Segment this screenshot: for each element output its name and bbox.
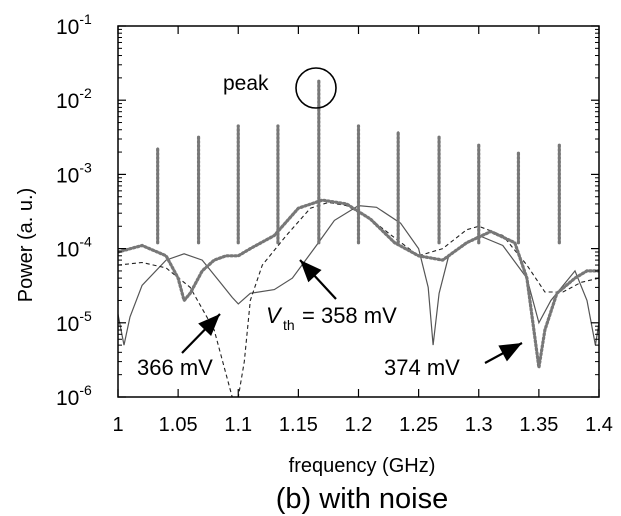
peak-circle — [295, 67, 337, 109]
y-tick-base: 10 — [56, 164, 79, 187]
y-tick-exponent: -5 — [79, 308, 92, 324]
arrow-366mv-head — [198, 314, 220, 337]
x-tick-label-6: 1.25 — [399, 414, 438, 436]
x-tick-label-9: 1.4 — [585, 414, 613, 436]
y-tick-label-4: 10-3 — [56, 159, 92, 187]
vth-value-label: = 358 mV — [302, 303, 397, 328]
y-tick-base: 10 — [56, 90, 79, 113]
y-tick-base: 10 — [56, 16, 79, 39]
y-tick-base: 10 — [56, 313, 79, 336]
x-tick-label-4: 1.15 — [279, 414, 318, 436]
y-tick-label-5: 10-2 — [56, 85, 92, 113]
x-tick-label-8: 1.35 — [519, 414, 558, 436]
x-axis-label: frequency (GHz) — [289, 455, 436, 477]
x-tick-label-5: 1.2 — [345, 414, 373, 436]
arrow-374mv-head — [498, 343, 522, 362]
label-366mv: 366 mV — [137, 355, 213, 380]
series-solid-line — [118, 204, 599, 346]
y-tick-base: 10 — [56, 387, 79, 410]
peaks-layer — [156, 79, 561, 245]
y-tick-label-6: 10-1 — [56, 11, 92, 39]
annotation-arrows — [181, 259, 523, 364]
y-tick-base: 10 — [56, 239, 79, 262]
x-tick-label-3: 1.1 — [224, 414, 252, 436]
axes-layer — [117, 25, 600, 398]
y-tick-exponent: -4 — [79, 234, 92, 250]
y-tick-label-3: 10-4 — [56, 234, 92, 262]
peak-label: peak — [223, 72, 269, 95]
chart-subtitle: (b) with noise — [276, 483, 448, 515]
y-tick-exponent: -6 — [79, 382, 92, 398]
x-tick-label-7: 1.3 — [465, 414, 493, 436]
x-tick-label-2: 1.05 — [159, 414, 198, 436]
y-tick-label-1: 10-6 — [56, 382, 92, 410]
tick-labels-layer: 1 1.05 1.1 1.15 1.2 1.25 1.3 1.35 1.410-610-510-… — [56, 11, 613, 436]
arrow-vth-head — [300, 260, 322, 283]
y-tick-exponent: -3 — [79, 159, 92, 175]
y-tick-exponent: -1 — [79, 11, 92, 27]
y-tick-label-2: 10-5 — [56, 308, 92, 336]
x-tick-label-1: 1 — [112, 414, 123, 436]
label-374mv: 374 mV — [384, 355, 460, 380]
y-tick-exponent: -2 — [79, 85, 92, 101]
vth-symbol: V — [266, 303, 283, 328]
y-axis-label: Power (a. u.) — [15, 188, 37, 302]
vth-subscript: th — [283, 317, 295, 333]
